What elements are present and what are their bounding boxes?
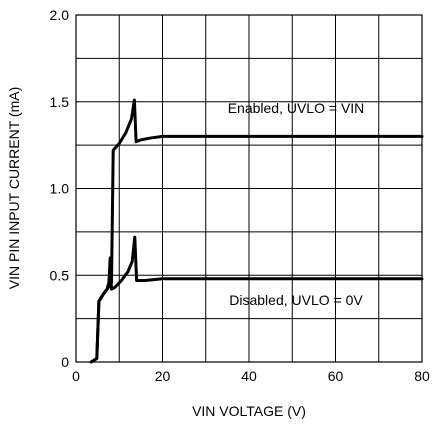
y-tick-label: 2.0 bbox=[50, 7, 70, 23]
y-axis-label: VIN PIN INPUT CURRENT (mA) bbox=[6, 87, 22, 290]
tick-layer: 0 20 40 60 80 0 0.5 1.0 1.5 2.0 bbox=[50, 7, 430, 384]
x-axis-label: VIN VOLTAGE (V) bbox=[192, 403, 306, 419]
y-tick-label: 1.0 bbox=[50, 181, 70, 197]
x-tick-label: 20 bbox=[155, 368, 171, 384]
y-tick-label: 0.5 bbox=[50, 267, 70, 283]
x-tick-label: 0 bbox=[72, 368, 80, 384]
x-tick-label: 40 bbox=[241, 368, 257, 384]
series-layer bbox=[89, 98, 424, 364]
annotation-disabled: Disabled, UVLO = 0V bbox=[229, 292, 363, 308]
x-tick-label: 60 bbox=[328, 368, 344, 384]
annotation-enabled: Enabled, UVLO = VIN bbox=[228, 100, 365, 116]
x-tick-label: 80 bbox=[414, 368, 430, 384]
series-line-1 bbox=[89, 235, 424, 364]
y-tick-label: 0 bbox=[61, 354, 69, 370]
y-tick-label: 1.5 bbox=[50, 94, 70, 110]
plot-frame bbox=[75, 14, 423, 363]
